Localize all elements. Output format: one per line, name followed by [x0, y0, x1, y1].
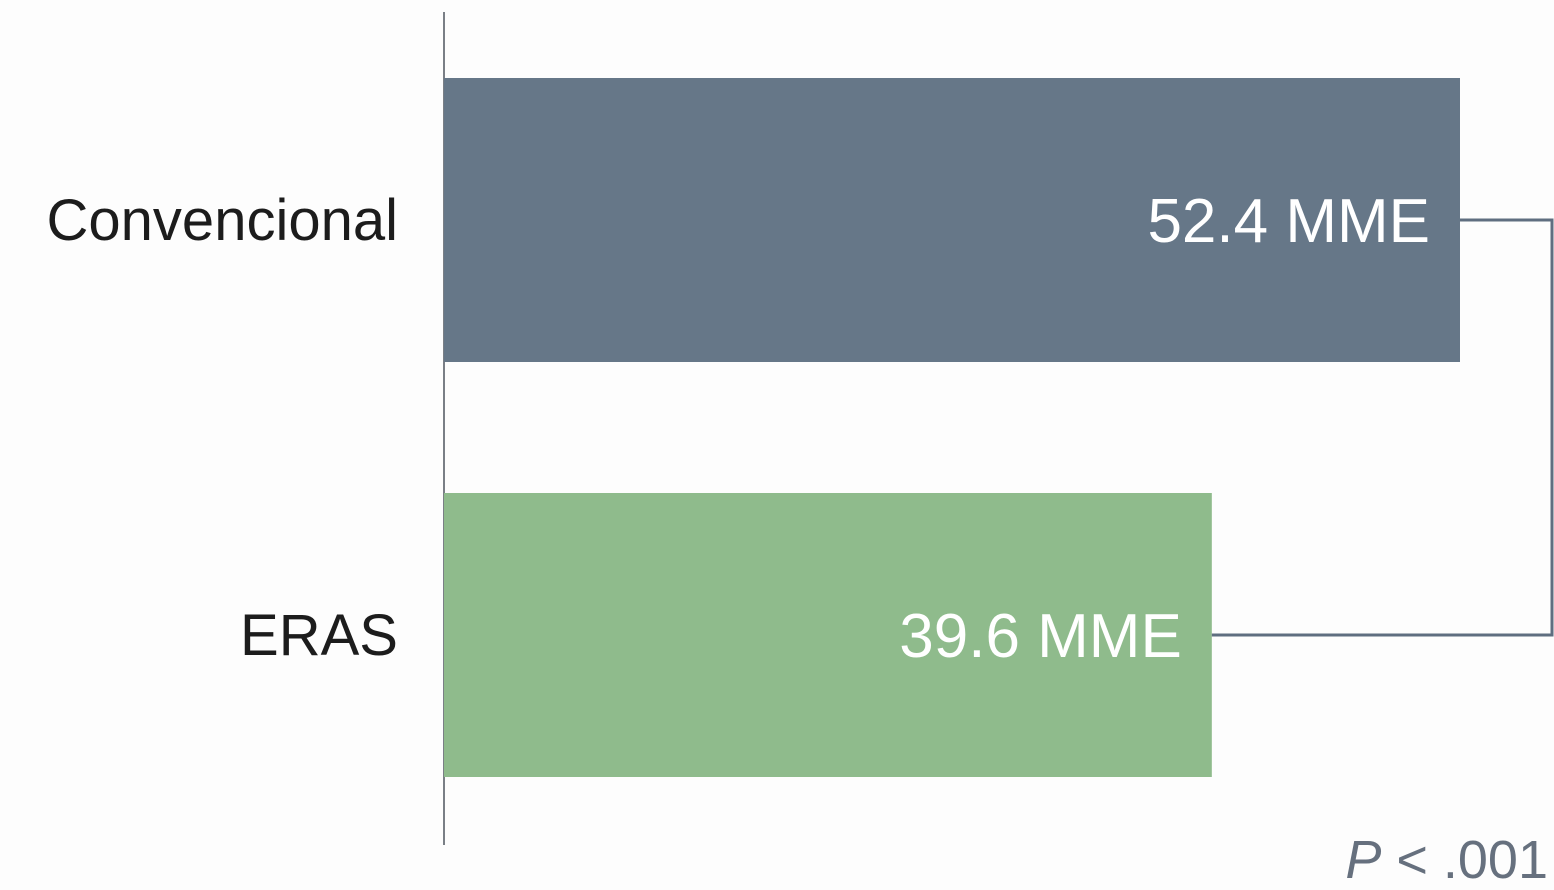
value-label-eras: 39.6 MME	[899, 602, 1182, 671]
value-label-convencional: 52.4 MME	[1147, 187, 1430, 256]
p-value-text: < .001	[1381, 830, 1548, 890]
category-labels-group: Convencional ERAS	[47, 188, 398, 668]
value-labels-group: 52.4 MME 39.6 MME	[899, 187, 1430, 671]
significance-bracket	[1211, 218, 1554, 637]
bars-group	[444, 78, 1460, 777]
bar-eras	[444, 493, 1212, 777]
p-value-annotation: P < .001	[1345, 830, 1548, 890]
category-label-convencional: Convencional	[47, 188, 398, 253]
p-value-symbol: P	[1345, 830, 1381, 890]
category-label-eras: ERAS	[240, 603, 398, 668]
bar-convencional	[444, 78, 1460, 362]
